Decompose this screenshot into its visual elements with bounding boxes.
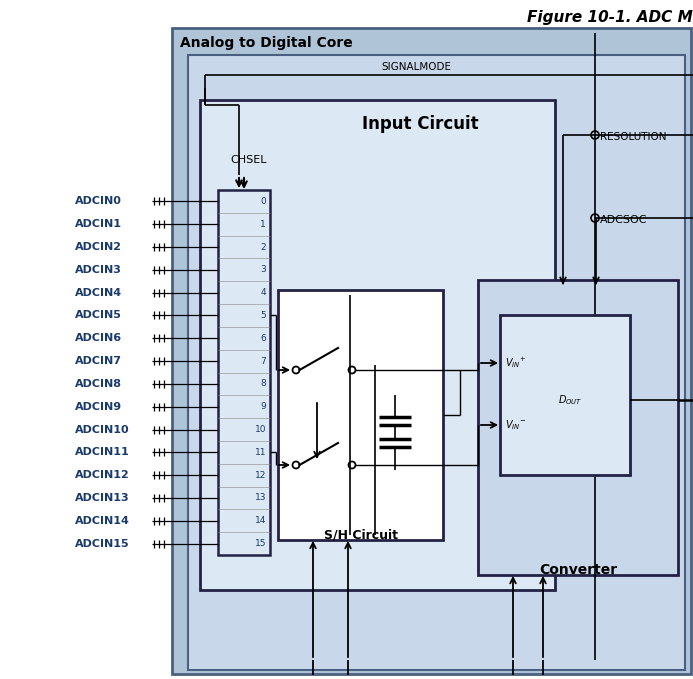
Text: SIGNALMODE: SIGNALMODE xyxy=(382,62,452,72)
Bar xyxy=(500,315,630,475)
Text: 1: 1 xyxy=(261,220,266,229)
Text: ADCIN2: ADCIN2 xyxy=(75,242,122,252)
Text: ADCIN8: ADCIN8 xyxy=(75,379,122,389)
Bar xyxy=(172,28,691,674)
Text: ADCIN9: ADCIN9 xyxy=(75,402,122,411)
Text: 9: 9 xyxy=(261,402,266,411)
Text: 4: 4 xyxy=(261,288,266,297)
Text: 7: 7 xyxy=(261,356,266,365)
Text: 12: 12 xyxy=(254,471,266,479)
Text: $V_{IN}$$^{-}$: $V_{IN}$$^{-}$ xyxy=(505,418,526,432)
Bar xyxy=(200,100,555,590)
Text: ADCIN7: ADCIN7 xyxy=(75,356,122,366)
Text: ADCIN14: ADCIN14 xyxy=(75,516,130,526)
Text: 11: 11 xyxy=(254,448,266,457)
Text: ADCIN4: ADCIN4 xyxy=(75,288,122,297)
Text: ADCSOC: ADCSOC xyxy=(600,215,647,225)
Text: 13: 13 xyxy=(254,494,266,502)
Text: 3: 3 xyxy=(261,265,266,274)
Text: Analog to Digital Core: Analog to Digital Core xyxy=(180,36,353,50)
Text: ADCIN5: ADCIN5 xyxy=(75,310,122,320)
Bar xyxy=(188,55,685,670)
Text: 15: 15 xyxy=(254,539,266,548)
Text: ADCIN3: ADCIN3 xyxy=(75,265,122,275)
Text: 6: 6 xyxy=(261,334,266,343)
Text: 0: 0 xyxy=(261,197,266,206)
Text: ADCIN1: ADCIN1 xyxy=(75,219,122,230)
Text: Input Circuit: Input Circuit xyxy=(362,115,478,133)
Bar xyxy=(278,290,443,540)
Text: $D_{OUT}$: $D_{OUT}$ xyxy=(558,393,582,407)
Text: ADCIN10: ADCIN10 xyxy=(75,424,130,435)
Text: 2: 2 xyxy=(261,242,266,251)
Bar xyxy=(478,280,678,575)
Text: 14: 14 xyxy=(254,516,266,526)
Text: S/H Circuit: S/H Circuit xyxy=(324,528,398,541)
Text: ADCIN12: ADCIN12 xyxy=(75,470,130,480)
Text: ADCIN6: ADCIN6 xyxy=(75,333,122,344)
Bar xyxy=(218,190,270,555)
Text: 8: 8 xyxy=(261,380,266,388)
Text: ADCIN13: ADCIN13 xyxy=(75,493,130,503)
Text: $V_{IN}$$^{+}$: $V_{IN}$$^{+}$ xyxy=(505,356,526,371)
Text: ADCIN0: ADCIN0 xyxy=(75,196,122,206)
Text: Figure 10-1. ADC M: Figure 10-1. ADC M xyxy=(527,10,693,25)
Text: RESOLUTION: RESOLUTION xyxy=(600,132,667,142)
Text: 10: 10 xyxy=(254,425,266,434)
Text: Converter: Converter xyxy=(539,563,617,577)
Text: 5: 5 xyxy=(261,311,266,320)
Text: ADCIN11: ADCIN11 xyxy=(75,447,130,458)
Text: ADCIN15: ADCIN15 xyxy=(75,538,130,549)
Text: CHSEL: CHSEL xyxy=(230,155,267,165)
